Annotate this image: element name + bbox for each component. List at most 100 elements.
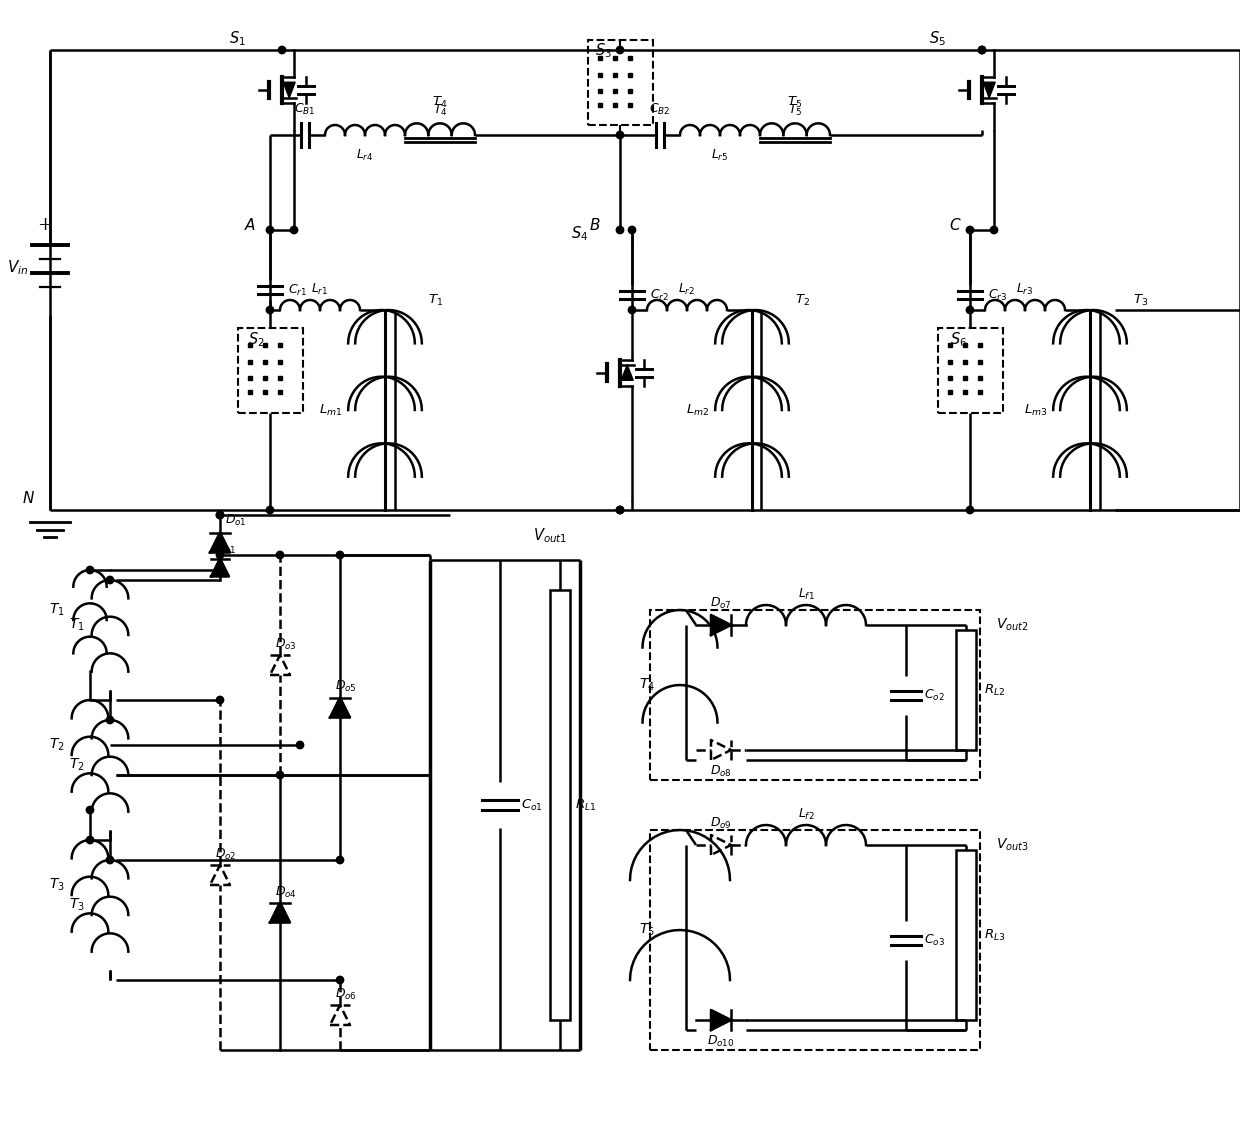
Text: $L_{r2}$: $L_{r2}$ [678, 281, 696, 297]
Polygon shape [283, 82, 295, 98]
Circle shape [966, 306, 973, 314]
Text: +: + [37, 216, 52, 234]
Text: $C_{r3}$: $C_{r3}$ [988, 287, 1007, 303]
Circle shape [978, 46, 986, 54]
Circle shape [336, 551, 343, 558]
Text: $S_4$: $S_4$ [572, 224, 589, 243]
Circle shape [966, 226, 973, 234]
Text: $T_3$: $T_3$ [50, 877, 64, 893]
Text: $L_{f1}$: $L_{f1}$ [797, 586, 815, 602]
Circle shape [87, 807, 94, 814]
Text: $D_{o4}$: $D_{o4}$ [275, 885, 296, 899]
Text: $T_4$: $T_4$ [433, 95, 448, 110]
Text: $T_4$: $T_4$ [639, 677, 655, 693]
Text: $V_{out3}$: $V_{out3}$ [996, 837, 1029, 853]
Circle shape [107, 857, 114, 863]
Text: $T_5$: $T_5$ [787, 103, 802, 119]
Text: $L_{r1}$: $L_{r1}$ [311, 281, 329, 297]
Circle shape [978, 46, 986, 54]
Text: $D_{o10}$: $D_{o10}$ [707, 1034, 735, 1049]
Text: $C_{r2}$: $C_{r2}$ [650, 287, 668, 303]
Circle shape [616, 46, 624, 54]
Text: $D_{o6}$: $D_{o6}$ [335, 986, 357, 1002]
Text: $T_4$: $T_4$ [433, 103, 448, 119]
Text: $T_2$: $T_2$ [69, 757, 86, 773]
Polygon shape [983, 82, 996, 98]
Circle shape [296, 741, 304, 749]
Circle shape [107, 716, 114, 723]
Polygon shape [211, 558, 229, 576]
Text: $T_3$: $T_3$ [69, 897, 86, 913]
Text: $C_{B2}$: $C_{B2}$ [650, 102, 671, 118]
Text: $V_{out2}$: $V_{out2}$ [996, 617, 1029, 633]
Text: $C_{o2}$: $C_{o2}$ [924, 687, 945, 703]
Text: $C_{r1}$: $C_{r1}$ [288, 282, 308, 297]
Text: $S_5$: $S_5$ [929, 29, 945, 47]
Text: $R_{L1}$: $R_{L1}$ [575, 798, 596, 812]
Circle shape [267, 306, 274, 314]
Circle shape [216, 511, 223, 519]
Text: $T_2$: $T_2$ [795, 293, 810, 308]
Circle shape [616, 226, 624, 234]
Circle shape [616, 131, 624, 139]
Text: $L_{r5}$: $L_{r5}$ [712, 148, 729, 163]
Circle shape [277, 772, 284, 779]
Circle shape [629, 226, 636, 234]
Text: $T_3$: $T_3$ [1133, 293, 1148, 308]
Text: $D_{o5}$: $D_{o5}$ [335, 679, 357, 695]
Text: $L_{f2}$: $L_{f2}$ [797, 807, 815, 822]
Text: $L_{r3}$: $L_{r3}$ [1017, 281, 1034, 297]
Circle shape [991, 226, 998, 234]
Text: $C$: $C$ [949, 217, 961, 233]
Text: $A$: $A$ [244, 217, 257, 233]
Text: $C_{B1}$: $C_{B1}$ [294, 102, 316, 118]
Circle shape [616, 506, 624, 514]
Circle shape [216, 696, 223, 704]
Text: $B$: $B$ [589, 217, 600, 233]
Circle shape [336, 976, 343, 984]
Polygon shape [711, 615, 732, 635]
Circle shape [629, 306, 636, 314]
Text: $S_3$: $S_3$ [595, 41, 613, 60]
Text: $D_{o1}$: $D_{o1}$ [215, 540, 237, 556]
Text: $D_{o8}$: $D_{o8}$ [711, 764, 732, 779]
Bar [956, 631, 976, 750]
Text: $D_{o2}$: $D_{o2}$ [215, 846, 237, 862]
Circle shape [277, 551, 284, 558]
Polygon shape [330, 697, 350, 718]
Bar [956, 850, 976, 1020]
Circle shape [278, 46, 285, 54]
Text: $T_5$: $T_5$ [639, 922, 655, 938]
Text: $N$: $N$ [21, 490, 35, 506]
Text: $L_{m3}$: $L_{m3}$ [1024, 402, 1047, 418]
Text: $D_{o3}$: $D_{o3}$ [275, 637, 296, 652]
Text: $R_{L2}$: $R_{L2}$ [985, 683, 1006, 697]
Text: $T_5$: $T_5$ [787, 95, 802, 110]
Circle shape [290, 226, 298, 234]
Circle shape [616, 506, 624, 514]
Text: $T_1$: $T_1$ [50, 602, 64, 618]
Text: $L_{m1}$: $L_{m1}$ [319, 402, 342, 418]
Text: $S_2$: $S_2$ [248, 331, 265, 349]
Polygon shape [210, 532, 229, 553]
Polygon shape [270, 903, 290, 922]
Circle shape [87, 566, 94, 574]
Text: $V_{out1}$: $V_{out1}$ [533, 527, 567, 545]
Circle shape [216, 511, 223, 519]
Text: $D_{o7}$: $D_{o7}$ [711, 596, 732, 611]
Text: $R_{L3}$: $R_{L3}$ [985, 928, 1006, 942]
Text: $S_6$: $S_6$ [950, 331, 967, 349]
Circle shape [107, 576, 114, 584]
Text: $S_1$: $S_1$ [228, 29, 246, 47]
Text: $D_{o9}$: $D_{o9}$ [711, 816, 732, 831]
Circle shape [216, 551, 223, 558]
Text: $V_{in}$: $V_{in}$ [7, 259, 29, 277]
Circle shape [966, 506, 973, 514]
Circle shape [87, 836, 94, 844]
Text: $L_{r4}$: $L_{r4}$ [356, 148, 373, 163]
Bar [551, 590, 570, 1020]
Text: $D_{o1}$: $D_{o1}$ [224, 512, 247, 528]
Text: $L_{m2}$: $L_{m2}$ [686, 402, 709, 418]
Circle shape [336, 857, 343, 863]
Polygon shape [621, 365, 634, 381]
